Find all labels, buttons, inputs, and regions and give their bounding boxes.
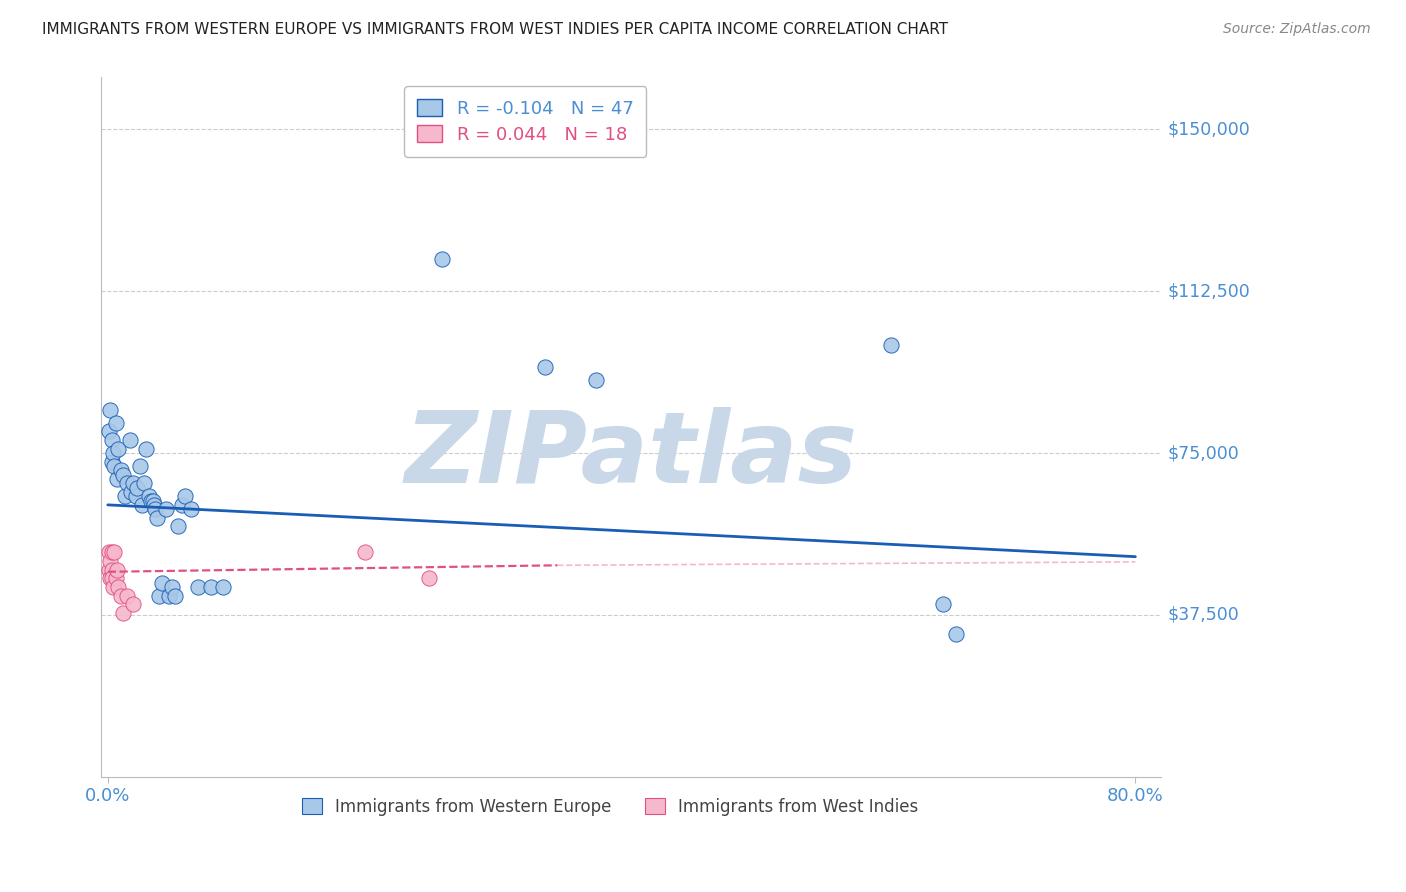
Point: [118, 433, 141, 447]
Point: [100, 571, 122, 585]
Point: [112, 606, 135, 620]
Text: $75,000: $75,000: [1167, 444, 1239, 462]
Point: [104, 571, 127, 585]
Point: [430, 252, 453, 266]
Point: [105, 472, 128, 486]
Text: $150,000: $150,000: [1167, 120, 1250, 138]
Point: [353, 545, 375, 559]
Text: ZIPatlas: ZIPatlas: [405, 407, 858, 504]
Point: [533, 359, 555, 374]
Point: [163, 589, 186, 603]
Point: [200, 580, 222, 594]
Point: [122, 597, 145, 611]
Point: [114, 489, 136, 503]
Point: [173, 489, 195, 503]
Text: $37,500: $37,500: [1167, 606, 1239, 624]
Point: [101, 580, 124, 594]
Point: [104, 416, 127, 430]
Point: [159, 589, 181, 603]
Point: [107, 442, 129, 456]
Point: [115, 476, 138, 491]
Point: [145, 511, 167, 525]
Point: [160, 580, 183, 594]
Point: [120, 484, 142, 499]
Point: [945, 627, 967, 641]
Point: [100, 455, 122, 469]
Point: [143, 498, 166, 512]
Point: [98, 563, 121, 577]
Point: [880, 338, 903, 352]
Point: [115, 589, 138, 603]
Text: $112,500: $112,500: [1167, 282, 1250, 300]
Point: [112, 467, 135, 482]
Text: IMMIGRANTS FROM WESTERN EUROPE VS IMMIGRANTS FROM WEST INDIES PER CAPITA INCOME : IMMIGRANTS FROM WESTERN EUROPE VS IMMIGR…: [42, 22, 948, 37]
Point: [418, 571, 440, 585]
Point: [135, 442, 157, 456]
Point: [105, 563, 128, 577]
Point: [100, 563, 122, 577]
Point: [142, 493, 165, 508]
Point: [100, 571, 122, 585]
Point: [187, 580, 209, 594]
Point: [110, 463, 132, 477]
Point: [131, 498, 153, 512]
Point: [172, 498, 194, 512]
Point: [127, 481, 149, 495]
Point: [103, 545, 125, 559]
Text: Source: ZipAtlas.com: Source: ZipAtlas.com: [1223, 22, 1371, 37]
Point: [212, 580, 235, 594]
Point: [100, 545, 122, 559]
Point: [931, 597, 953, 611]
Point: [585, 373, 607, 387]
Point: [167, 519, 190, 533]
Point: [103, 458, 125, 473]
Point: [138, 489, 160, 503]
Point: [110, 589, 132, 603]
Point: [125, 489, 148, 503]
Point: [107, 580, 129, 594]
Legend: Immigrants from Western Europe, Immigrants from West Indies: Immigrants from Western Europe, Immigran…: [294, 789, 927, 824]
Point: [132, 476, 155, 491]
Point: [122, 476, 145, 491]
Point: [101, 446, 124, 460]
Point: [100, 554, 122, 568]
Point: [141, 493, 163, 508]
Point: [98, 425, 121, 439]
Point: [148, 589, 170, 603]
Point: [155, 502, 177, 516]
Point: [98, 545, 121, 559]
Point: [100, 433, 122, 447]
Point: [129, 458, 152, 473]
Point: [100, 403, 122, 417]
Point: [180, 502, 202, 516]
Point: [143, 502, 166, 516]
Point: [150, 575, 173, 590]
